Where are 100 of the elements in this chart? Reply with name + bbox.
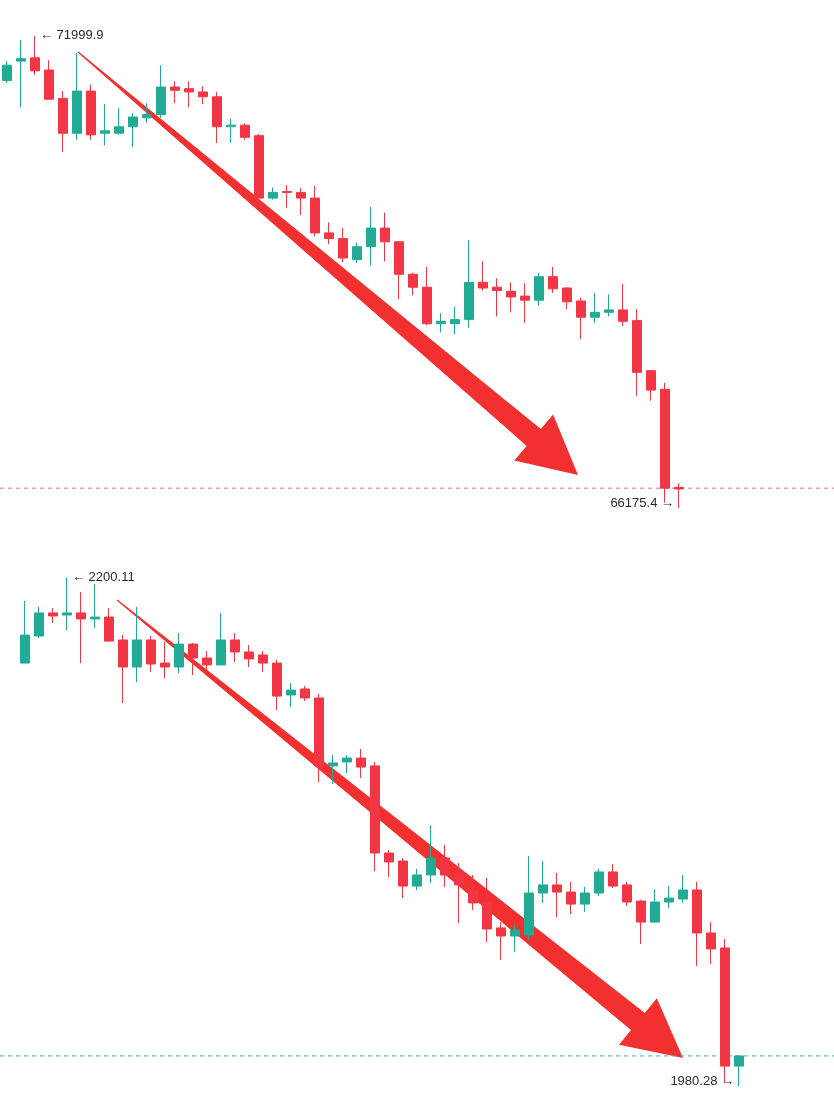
candlestick [132,606,142,683]
candlestick [394,240,404,300]
candlestick [538,860,548,904]
annotation: 1980.28 → [670,1072,734,1088]
candlestick [492,277,502,317]
candlestick [352,242,362,264]
candlestick [566,881,576,915]
candlestick [100,103,110,146]
candlestick [34,606,44,639]
candlestick [464,239,474,329]
candlestick [734,1055,744,1087]
candlestick [146,635,156,673]
annotation: ← 71999.9 [40,26,104,42]
candlestick [380,212,390,262]
candlestick [314,693,324,783]
candlestick [604,294,614,317]
candlestick [426,824,436,884]
candlestick [240,123,250,141]
candlestick [258,650,268,673]
candlestick [86,84,96,141]
candlestick [282,184,292,209]
candlestick [174,632,184,674]
candlestick [286,682,296,708]
candlestick [338,227,348,263]
candlestick [590,292,600,324]
candlestick [142,102,152,124]
candlestick [188,642,198,676]
candlestick [300,685,310,702]
candlestick [90,583,100,629]
candlestick [506,281,516,313]
candlestick [408,272,418,296]
candlestick [664,885,674,909]
candlestick [580,886,590,913]
candlestick [268,187,278,201]
candlestick [156,64,166,119]
candlestick [20,600,30,664]
candlestick [244,644,254,668]
candlestick [114,107,124,136]
candlestick [48,607,58,624]
candlestick [366,206,376,266]
candlestick [2,60,12,84]
candlestick [692,881,702,967]
candlestick [674,482,684,509]
candlestick [328,754,338,785]
candlestick [660,382,670,504]
candlestick [618,283,628,327]
candlestick [202,650,212,671]
candlestick [632,308,642,397]
candlestick [384,849,394,878]
annotation: 66175.4 → [610,494,674,510]
candlestick [436,312,446,334]
candlestick [594,868,604,897]
candlestick [76,591,86,664]
candlestick [30,35,40,76]
candlestick [296,187,306,216]
candlestick [548,266,558,294]
candlestick [184,80,194,108]
candlestick [44,59,54,100]
candlestick [310,185,320,237]
candlestick [440,844,450,888]
candlestick [650,888,660,923]
candlestick [128,112,138,148]
candlestick [72,52,82,141]
candlestick [62,577,72,631]
candlestick [576,297,586,340]
candlestick [58,90,68,153]
candlestick [342,754,352,774]
candlestick [562,286,572,310]
candlestick [212,91,222,144]
candlestick [16,39,26,108]
candlestick [170,80,180,104]
candlestick [636,899,646,945]
candlestick [272,659,282,711]
candlestick [104,607,114,642]
candlestick [678,874,688,904]
candlestick [496,921,506,961]
candlestick [510,924,520,953]
candlestick [356,748,366,779]
candlestick [324,221,334,245]
candlestick [524,855,534,941]
candlestick [412,868,422,891]
candlestick [450,306,460,335]
candlestick [454,862,464,924]
candlestick [398,857,408,899]
candlestick [160,641,170,679]
candlestick [468,874,478,911]
candlestick [706,921,716,965]
candlestick [622,881,632,907]
candlestick [118,634,128,704]
candlestick [198,85,208,105]
candlestick [422,266,432,326]
candlestick [478,260,488,291]
candlestick [552,872,562,918]
candlestick [370,761,380,872]
candlestick [520,282,530,324]
candlestick [646,369,656,402]
candlestick [720,938,730,1084]
candlestick [230,632,240,663]
candlestick [226,118,236,144]
candlestick [482,877,492,943]
